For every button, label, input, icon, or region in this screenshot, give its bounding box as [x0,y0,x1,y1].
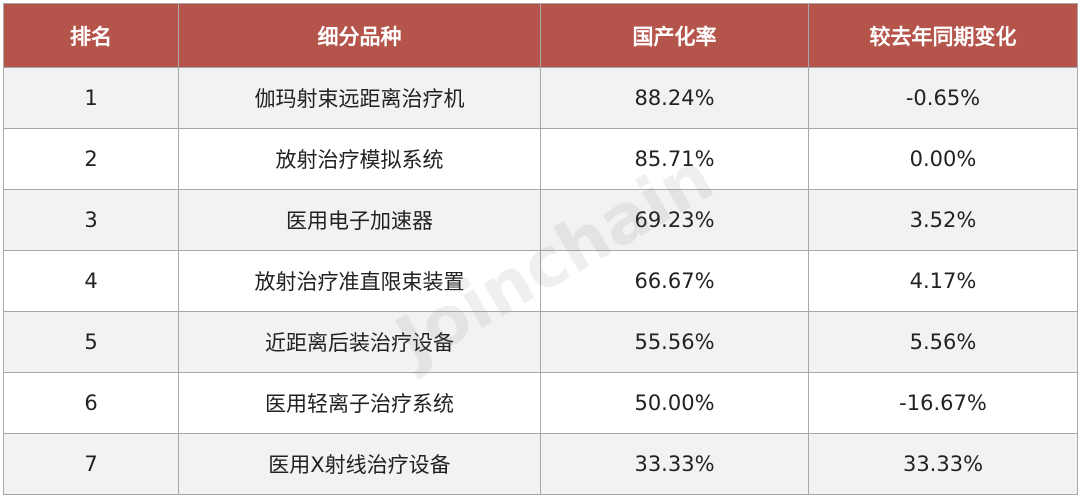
table-row: 6 医用轻离子治疗系统 50.00% -16.67% [3,372,1078,434]
table-cell: 近距离后装治疗设备 [178,311,541,373]
table-cell: -0.65% [808,67,1078,129]
table-cell: 伽玛射束远距离治疗机 [178,67,541,129]
table-cell: 放射治疗准直限束装置 [178,250,541,312]
table-cell: 6 [3,372,179,434]
table-cell: 7 [3,433,179,495]
table-cell: 医用电子加速器 [178,189,541,251]
table-cell: 5 [3,311,179,373]
header-cell: 细分品种 [178,3,541,68]
table-row: 2 放射治疗模拟系统 85.71% 0.00% [3,128,1078,190]
table-cell: 0.00% [808,128,1078,190]
table-cell: 放射治疗模拟系统 [178,128,541,190]
table-cell: 4.17% [808,250,1078,312]
table-cell: 5.56% [808,311,1078,373]
table-row: 7 医用X射线治疗设备 33.33% 33.33% [3,433,1078,495]
table-row: 5 近距离后装治疗设备 55.56% 5.56% [3,311,1078,373]
table-cell: 1 [3,67,179,129]
table-row: 4 放射治疗准直限束装置 66.67% 4.17% [3,250,1078,312]
table-cell: 医用轻离子治疗系统 [178,372,541,434]
table-cell: 66.67% [540,250,809,312]
table-cell: 3 [3,189,179,251]
table-cell: 50.00% [540,372,809,434]
table-row: 1 伽玛射束远距离治疗机 88.24% -0.65% [3,67,1078,129]
table-body: 1 伽玛射束远距离治疗机 88.24% -0.65% 2 放射治疗模拟系统 85.71% 0.… [3,67,1078,495]
table-cell: 85.71% [540,128,809,190]
table-cell: 2 [3,128,179,190]
table-cell: 55.56% [540,311,809,373]
header-row: 排名 细分品种 国产化率 较去年同期变化 [3,3,1078,68]
header-cell: 较去年同期变化 [808,3,1078,68]
header-cell: 排名 [3,3,179,68]
table-cell: 3.52% [808,189,1078,251]
data-table: 排名 细分品种 国产化率 较去年同期变化 1 伽玛射束远距离治疗机 88.24% -0.65… [3,3,1078,495]
table-cell: -16.67% [808,372,1078,434]
table-row: 3 医用电子加速器 69.23% 3.52% [3,189,1078,251]
table-cell: 88.24% [540,67,809,129]
table-cell: 33.33% [808,433,1078,495]
table-cell: 4 [3,250,179,312]
table-cell: 医用X射线治疗设备 [178,433,541,495]
header-cell: 国产化率 [540,3,809,68]
table-cell: 69.23% [540,189,809,251]
table-cell: 33.33% [540,433,809,495]
